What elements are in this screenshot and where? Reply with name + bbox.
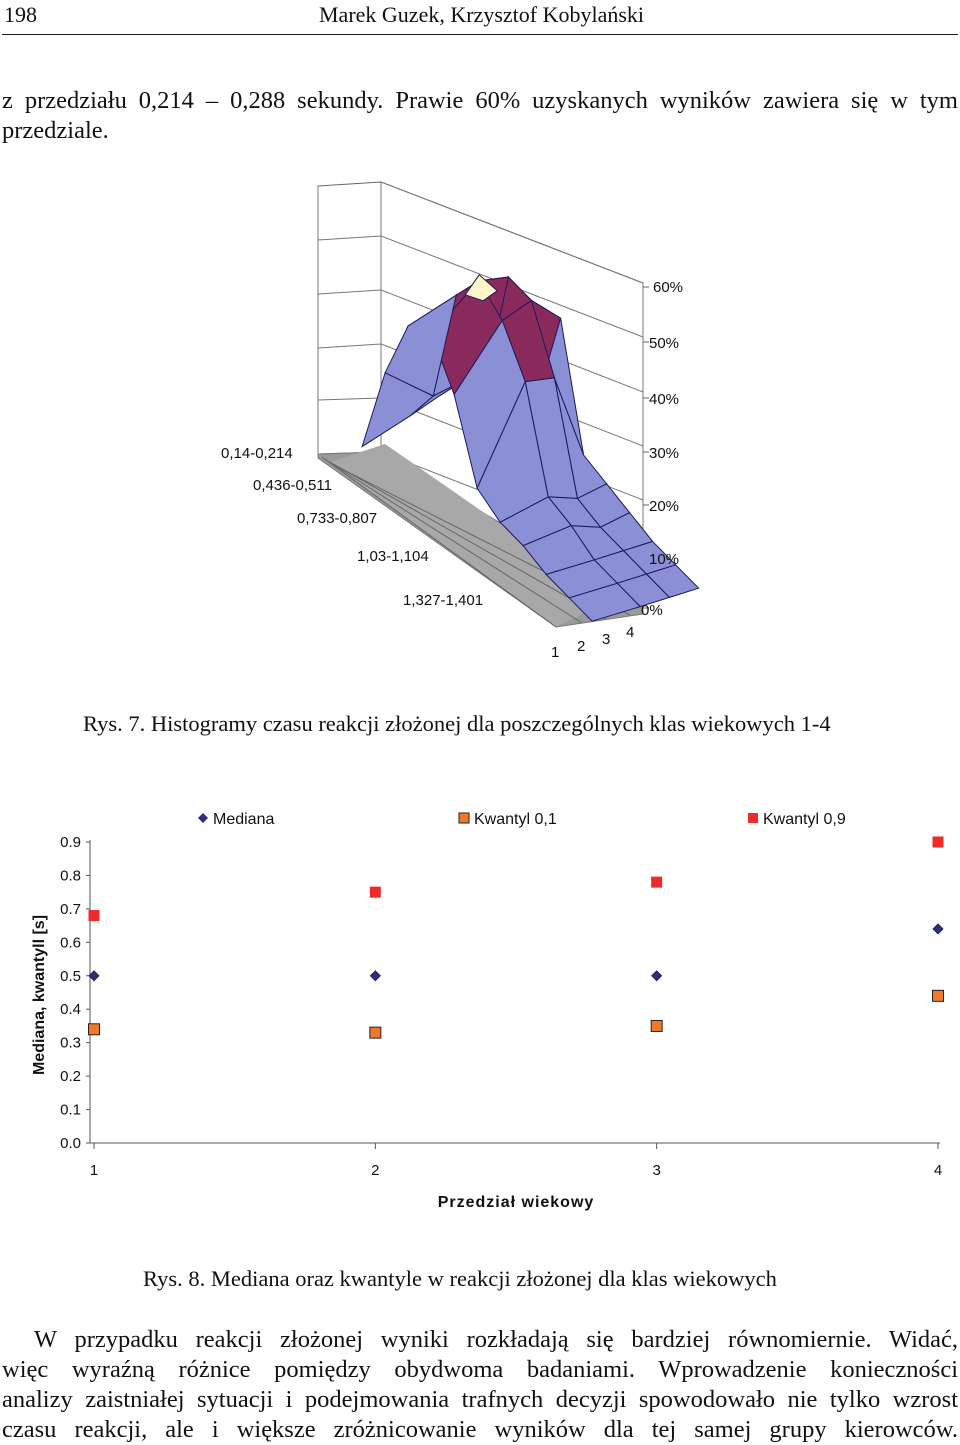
interval-label: 0,733-0,807: [297, 510, 377, 527]
closing-line-4: czasu reakcji, ale i większe zróżnicowan…: [2, 1416, 958, 1443]
surface-peak: [464, 274, 499, 302]
y-tick-label: 0.8: [60, 867, 81, 884]
point-mediana: [369, 970, 381, 982]
intro-line-2: przedziale.: [2, 117, 109, 144]
figure7-caption: Rys. 7. Histogramy czasu reakcji złożone…: [83, 711, 831, 736]
point-mediana: [88, 970, 100, 982]
y-axis-ticks: 0.0 0.1 0.2 0.3 0.4 0.5 0.6 0.7 0.8 0.9: [60, 834, 90, 1152]
point-kwantyl-01: [932, 989, 944, 1002]
y-tick-label: 0.2: [60, 1068, 81, 1085]
legend-label: Mediana: [213, 811, 274, 828]
y-tick-label: 0.3: [60, 1035, 81, 1052]
x-tick-label: 3: [652, 1162, 660, 1179]
y-tick-label: 0.7: [60, 901, 81, 918]
point-mediana: [651, 970, 663, 982]
y-tick-label: 0.5: [60, 968, 81, 985]
closing-line-3: analizy zaistniałej sytuacji i podejmowa…: [2, 1386, 958, 1413]
z-tick-label: 50%: [649, 335, 679, 352]
point-kwantyl-01: [650, 1019, 663, 1032]
legend-marker: [458, 812, 470, 824]
class-axis-labels: 1 2 3 4: [551, 624, 634, 661]
figure8-caption: Rys. 8. Mediana oraz kwantyle w reakcji …: [143, 1266, 777, 1291]
point-kwantyl-01: [369, 1026, 382, 1039]
class-label: 4: [626, 624, 634, 641]
x-axis-title: Przedział wiekowy: [438, 1194, 595, 1211]
interval-label: 1,03-1,104: [357, 548, 429, 565]
interval-axis-labels: 0,14-0,214 0,436-0,511 0,733-0,807 1,03-…: [221, 445, 483, 609]
class-label: 1: [551, 644, 559, 661]
figure7-surface-chart: 60% 50% 40% 30% 20% 10% 0% 0,14-0,214 0,…: [221, 181, 700, 661]
z-tick-label: 20%: [649, 498, 679, 515]
z-tick-label: 0%: [641, 602, 663, 619]
y-tick-label: 0.4: [60, 1001, 81, 1018]
z-tick-label: 10%: [649, 551, 679, 568]
chart-points: [88, 836, 944, 1039]
point-mediana: [932, 923, 944, 935]
point-kwantyl-01: [88, 1023, 100, 1036]
class-label: 2: [577, 638, 585, 655]
point-kwantyl-09: [932, 836, 944, 848]
y-axis-title: Mediana, kwantyll [s]: [31, 915, 48, 1075]
z-tick-label: 40%: [649, 391, 679, 408]
surface-mesh: [361, 274, 700, 622]
legend-marker: [748, 813, 758, 823]
interval-label: 0,14-0,214: [221, 445, 293, 462]
z-tick-label: 60%: [653, 279, 683, 296]
running-header-authors: Marek Guzek, Krzysztof Kobylański: [319, 2, 645, 27]
legend-label: Kwantyl 0,9: [763, 811, 846, 828]
closing-line-1: W przypadku reakcji złożonej wyniki rozk…: [34, 1326, 958, 1353]
class-label: 3: [602, 631, 610, 648]
point-kwantyl-09: [651, 876, 663, 888]
closing-line-2: więc wyraźną różnice pomiędzy obydwoma b…: [2, 1356, 958, 1383]
x-tick-label: 2: [371, 1162, 379, 1179]
interval-label: 0,436-0,511: [253, 477, 332, 494]
legend-label: Kwantyl 0,1: [474, 811, 557, 828]
point-kwantyl-09: [369, 886, 381, 898]
closing-paragraph: W przypadku reakcji złożonej wyniki rozk…: [2, 1325, 958, 1445]
x-tick-label: 4: [934, 1162, 942, 1179]
x-tick-label: 1: [90, 1162, 98, 1179]
running-header: 198 Marek Guzek, Krzysztof Kobylański: [0, 0, 960, 36]
z-axis-labels: 60% 50% 40% 30% 20% 10% 0%: [641, 279, 683, 619]
z-tick-label: 30%: [649, 445, 679, 462]
y-tick-label: 0.9: [60, 834, 81, 851]
y-tick-label: 0.6: [60, 934, 81, 951]
intro-line-1: z przedziału 0,214 – 0,288 sekundy. Praw…: [2, 87, 958, 114]
y-tick-label: 0.0: [60, 1135, 81, 1152]
surface-cell: [361, 372, 435, 448]
legend-marker: [198, 813, 208, 823]
figure8-scatter-chart: Mediana Kwantyl 0,1 Kwantyl 0,9 0.00.10.20…: [31, 811, 944, 1211]
x-axis-ticks: 1 2 3 4: [90, 1143, 942, 1179]
floor-depth-lines: [321, 456, 631, 628]
point-kwantyl-09: [88, 910, 100, 922]
interval-label: 1,327-1,401: [403, 592, 483, 609]
page-number: 198: [4, 2, 37, 27]
y-tick-label: 0.1: [60, 1102, 81, 1119]
chart-legend: Mediana Kwantyl 0,1 Kwantyl 0,9: [198, 811, 846, 828]
intro-paragraph: z przedziału 0,214 – 0,288 sekundy. Praw…: [2, 86, 958, 146]
header-rule: [2, 34, 958, 35]
